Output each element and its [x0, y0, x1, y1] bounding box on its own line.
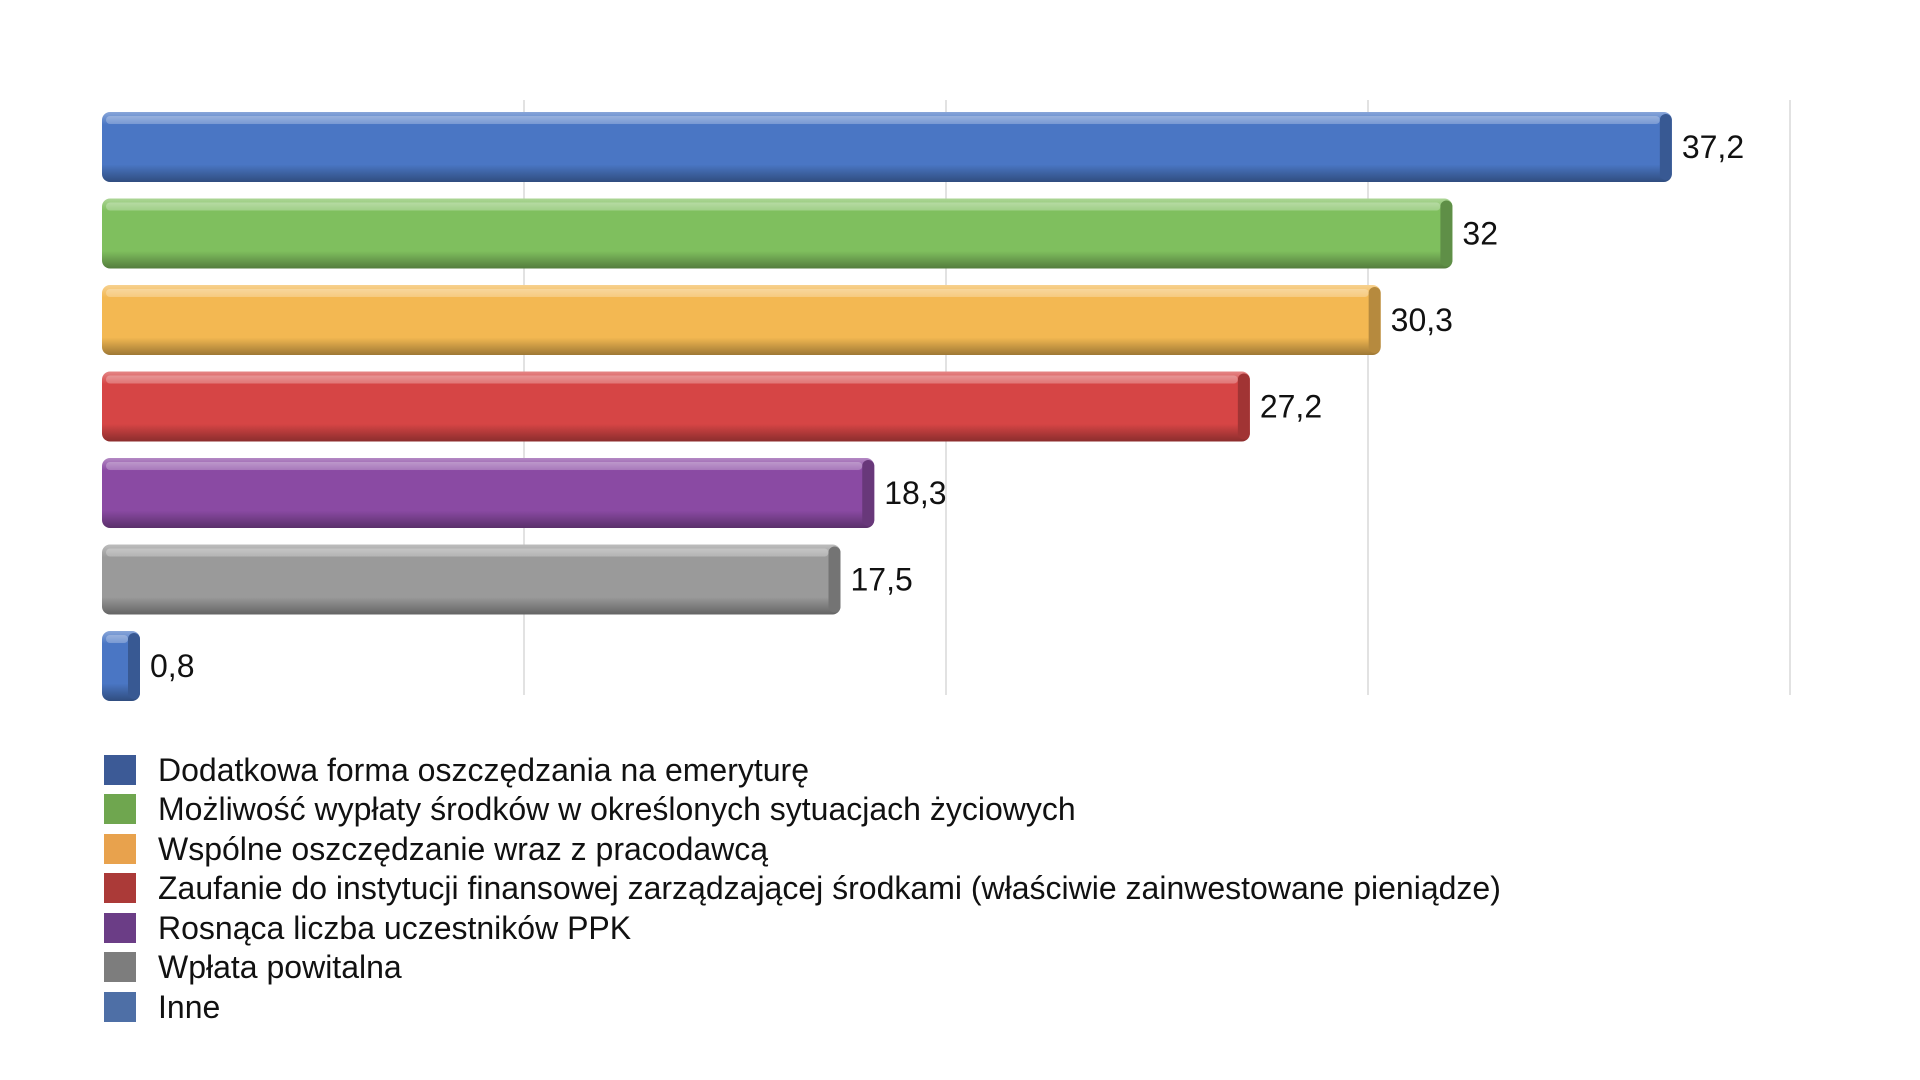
bar-end-cap — [862, 460, 875, 526]
bar-body — [102, 112, 1672, 182]
legend-item: Rosnąca liczba uczestników PPK — [104, 908, 1501, 948]
bar-end-cap — [1440, 200, 1453, 267]
value-label: 32 — [1462, 216, 1498, 252]
bar — [102, 631, 140, 701]
legend: Dodatkowa forma oszczędzania na emerytur… — [104, 750, 1501, 1027]
bar — [102, 544, 841, 615]
bar-highlight — [106, 635, 128, 643]
legend-item: Dodatkowa forma oszczędzania na emerytur… — [104, 750, 1501, 790]
bar-highlight — [106, 375, 1238, 384]
bar-body — [102, 371, 1250, 442]
bar-highlight — [106, 202, 1441, 211]
value-label: 30,3 — [1391, 302, 1453, 338]
legend-swatch — [104, 873, 136, 904]
bar — [102, 458, 875, 528]
legend-label: Inne — [158, 988, 221, 1025]
legend-label: Rosnąca liczba uczestników PPK — [158, 909, 632, 946]
bar-end-cap — [828, 546, 841, 613]
bar-end-cap — [1237, 373, 1250, 440]
legend-item: Wspólne oszczędzanie wraz z pracodawcą — [104, 829, 1501, 869]
legend-item: Zaufanie do instytucji finansowej zarząd… — [104, 869, 1501, 909]
value-labels: 37,2 32 30,3 27,2 18,3 17,5 0,8 — [150, 129, 1744, 684]
bar — [102, 112, 1672, 182]
bar-body — [102, 544, 841, 615]
bar-body — [102, 285, 1381, 355]
legend-swatch — [104, 754, 136, 785]
bar-highlight — [106, 116, 1660, 124]
value-label: 17,5 — [851, 562, 913, 598]
legend-label: Wspólne oszczędzanie wraz z pracodawcą — [158, 830, 769, 867]
legend-swatch — [104, 912, 136, 943]
legend-label: Możliwość wypłaty środków w określonych … — [158, 791, 1076, 828]
bar-highlight — [106, 462, 863, 470]
legend-swatch — [104, 991, 136, 1022]
bar — [102, 198, 1453, 269]
value-label: 27,2 — [1260, 389, 1322, 425]
legend-swatch — [104, 794, 136, 825]
bar-chart: 37,2 32 30,3 27,2 18,3 17,5 0,8 — [102, 100, 1791, 701]
bar-highlight — [106, 289, 1369, 297]
value-label: 18,3 — [884, 475, 946, 511]
legend-label: Zaufanie do instytucji finansowej zarząd… — [158, 870, 1501, 907]
bar-end-cap — [128, 633, 140, 699]
bar-end-cap — [1659, 114, 1672, 180]
legend-label: Wpłata powitalna — [158, 949, 402, 986]
value-label: 0,8 — [150, 648, 194, 684]
bar-highlight — [106, 548, 829, 557]
legend-item: Wpłata powitalna — [104, 948, 1501, 988]
legend-item: Możliwość wypłaty środków w określonych … — [104, 790, 1501, 830]
legend-swatch — [104, 833, 136, 864]
bar-body — [102, 458, 875, 528]
value-label: 37,2 — [1682, 129, 1744, 165]
bar — [102, 285, 1381, 355]
legend-label: Dodatkowa forma oszczędzania na emerytur… — [158, 751, 809, 788]
legend-item: Inne — [104, 987, 1501, 1027]
bars — [102, 112, 1672, 701]
legend-swatch — [104, 952, 136, 983]
bar — [102, 371, 1250, 442]
bar-body — [102, 198, 1453, 269]
bar-end-cap — [1368, 287, 1381, 353]
